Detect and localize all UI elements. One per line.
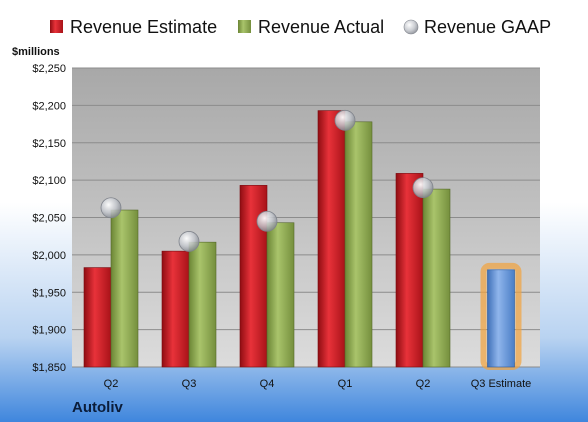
y-tick-label: $2,050 xyxy=(32,213,66,225)
x-category-label: Q3 xyxy=(182,378,197,390)
y-axis-ticks: $1,850 $1,900 $1,950 $2,000 $2,050 $2,100 $2,1… xyxy=(32,63,66,374)
bar-revenue-actual xyxy=(344,121,373,368)
company-name: Autoliv xyxy=(72,399,123,416)
x-category-label: Q2 xyxy=(416,378,431,390)
bar-revenue-estimate xyxy=(395,173,424,368)
marker-revenue-gaap xyxy=(412,177,434,199)
legend-swatch xyxy=(50,20,63,33)
bar-revenue-actual xyxy=(188,241,217,368)
y-tick-label: $1,950 xyxy=(32,287,66,299)
x-category-label: Q4 xyxy=(260,378,275,390)
y-tick-label: $2,250 xyxy=(32,63,66,75)
bar-revenue-estimate xyxy=(317,110,346,368)
x-category-label: Q1 xyxy=(338,378,353,390)
x-category-label: Q3 Estimate xyxy=(471,378,532,390)
legend-label: Revenue Actual xyxy=(258,17,384,37)
y-tick-label: $1,900 xyxy=(32,325,66,337)
bar-revenue-estimate xyxy=(83,267,112,368)
y-tick-label: $2,200 xyxy=(32,100,66,112)
legend-swatch xyxy=(238,20,251,33)
marker-revenue-gaap xyxy=(256,210,278,232)
y-unit-label: $millions xyxy=(12,46,60,58)
bar-q3-estimate xyxy=(487,269,515,368)
legend: Revenue Estimate Revenue Actual Revenue GA… xyxy=(50,17,551,37)
gridlines xyxy=(72,67,540,368)
bar-revenue-actual xyxy=(266,222,295,368)
y-tick-label: $2,000 xyxy=(32,250,66,262)
y-tick-label: $2,150 xyxy=(32,138,66,150)
gaap-markers xyxy=(100,109,434,252)
y-tick-label: $1,850 xyxy=(32,362,66,374)
marker-revenue-gaap xyxy=(334,109,356,131)
legend-label: Revenue GAAP xyxy=(424,17,551,37)
bar-revenue-estimate xyxy=(161,250,190,368)
bar-revenue-actual xyxy=(110,209,139,368)
legend-label: Revenue Estimate xyxy=(70,17,217,37)
bar-revenue-actual xyxy=(422,188,451,368)
marker-revenue-gaap xyxy=(178,231,200,252)
x-category-label: Q2 xyxy=(104,378,119,390)
x-axis-categories: Q2 Q3 Q4 Q1 Q2 Q3 Estimate xyxy=(104,378,532,390)
bars xyxy=(83,110,522,371)
marker-revenue-gaap xyxy=(100,197,122,219)
y-tick-label: $2,100 xyxy=(32,175,66,187)
legend-swatch xyxy=(403,19,419,35)
